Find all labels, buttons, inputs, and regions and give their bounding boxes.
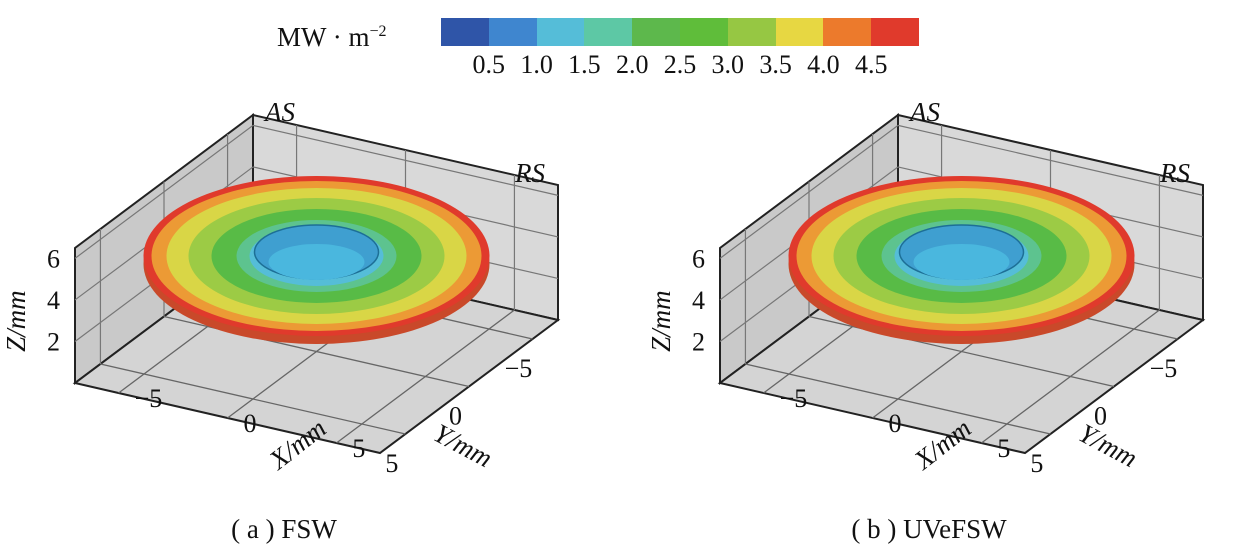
y-tick-label: 5 <box>1030 449 1043 478</box>
colorbar-tick-label: 4.5 <box>854 50 888 79</box>
colorbar-segment <box>632 18 680 46</box>
y-tick-label: 0 <box>449 402 462 431</box>
x-tick-label: 5 <box>352 434 365 463</box>
wall-grid-line <box>74 124 254 259</box>
label-rs: RS <box>1159 158 1190 188</box>
wall-grid-line <box>897 124 1204 196</box>
axes-box <box>717 113 1206 455</box>
colorbar-ticks: 0.5 1.0 1.5 2.0 2.5 3.0 3.5 4.0 4.5 <box>441 50 919 80</box>
colorbar-tick-label: 0.5 <box>472 50 506 79</box>
z-tick-label: 4 <box>47 286 60 315</box>
colorbar-tick-label: 2.5 <box>663 50 697 79</box>
label-rs: RS <box>514 158 545 188</box>
x-tick-label: 0 <box>244 409 257 438</box>
shoulder-surface <box>788 175 1135 344</box>
colorbar-tick-label: 3.5 <box>759 50 792 79</box>
colorbar-tick-label: 3.0 <box>711 50 745 79</box>
colorbar-segment <box>727 18 776 46</box>
z-tick-label: 2 <box>47 327 60 356</box>
shoulder-surface <box>143 175 490 344</box>
grid-line-x <box>336 309 515 444</box>
y-tick-label: 0 <box>1094 402 1107 431</box>
z-axis-label: Z/mm <box>1 290 31 352</box>
grid-line-y <box>100 363 406 435</box>
colorbar-unit-exponent: −2 <box>369 23 387 40</box>
label-as: AS <box>263 97 295 127</box>
colorbar-unit-label: MW · m−2 <box>277 22 387 53</box>
z-tick-label: 4 <box>692 286 705 315</box>
colorbar-tick-label: 4.0 <box>807 50 840 79</box>
label-as: AS <box>908 97 940 127</box>
x-tick-label: −5 <box>135 384 163 413</box>
y-axis-label: Y/mm <box>429 418 497 473</box>
pin-top <box>268 243 365 280</box>
z-axis-label: Z/mm <box>646 290 676 352</box>
colorbar <box>441 18 919 46</box>
axes-box <box>72 113 561 455</box>
colorbar-segment <box>871 18 919 46</box>
colorbar-tick-label: 2.0 <box>615 50 649 79</box>
colorbar-segment <box>536 18 585 46</box>
x-tick-label: −5 <box>780 384 808 413</box>
colorbar-tick-label: 1.5 <box>568 50 601 79</box>
y-tick-label: −5 <box>1150 354 1178 383</box>
x-tick-label: 0 <box>889 409 902 438</box>
caption-uvefsw: ( b ) UVeFSW <box>851 514 1007 544</box>
z-tick-label: 6 <box>47 244 60 273</box>
grid-line-x <box>981 309 1160 444</box>
panel-fsw: AS RS 2 4 6 Z/mm −5 0 5 Y/mm −5 0 5 X/mm <box>0 0 622 554</box>
wall-grid-line <box>252 124 559 196</box>
grid-line-y <box>745 363 1051 435</box>
colorbar-tick-label: 1.0 <box>520 50 553 79</box>
y-axis-label: Y/mm <box>1074 418 1142 473</box>
z-tick-label: 6 <box>692 244 705 273</box>
y-tick-label: 5 <box>385 449 398 478</box>
z-tick-label: 2 <box>692 327 705 356</box>
colorbar-segment <box>441 18 489 46</box>
wall-grid-line <box>719 124 899 259</box>
colorbar-segment <box>679 18 728 46</box>
y-tick-label: −5 <box>505 354 533 383</box>
pin-top <box>913 243 1010 280</box>
colorbar-unit-base: MW · m <box>277 22 370 52</box>
x-tick-label: 5 <box>997 434 1010 463</box>
colorbar-segment <box>488 18 537 46</box>
panel-uvefsw: AS RS 2 4 6 Z/mm −5 0 5 Y/mm −5 0 5 X/mm <box>645 0 1245 554</box>
caption-fsw: ( a ) FSW <box>231 514 337 544</box>
colorbar-segment <box>584 18 633 46</box>
colorbar-segment <box>823 18 872 46</box>
colorbar-segment <box>775 18 824 46</box>
